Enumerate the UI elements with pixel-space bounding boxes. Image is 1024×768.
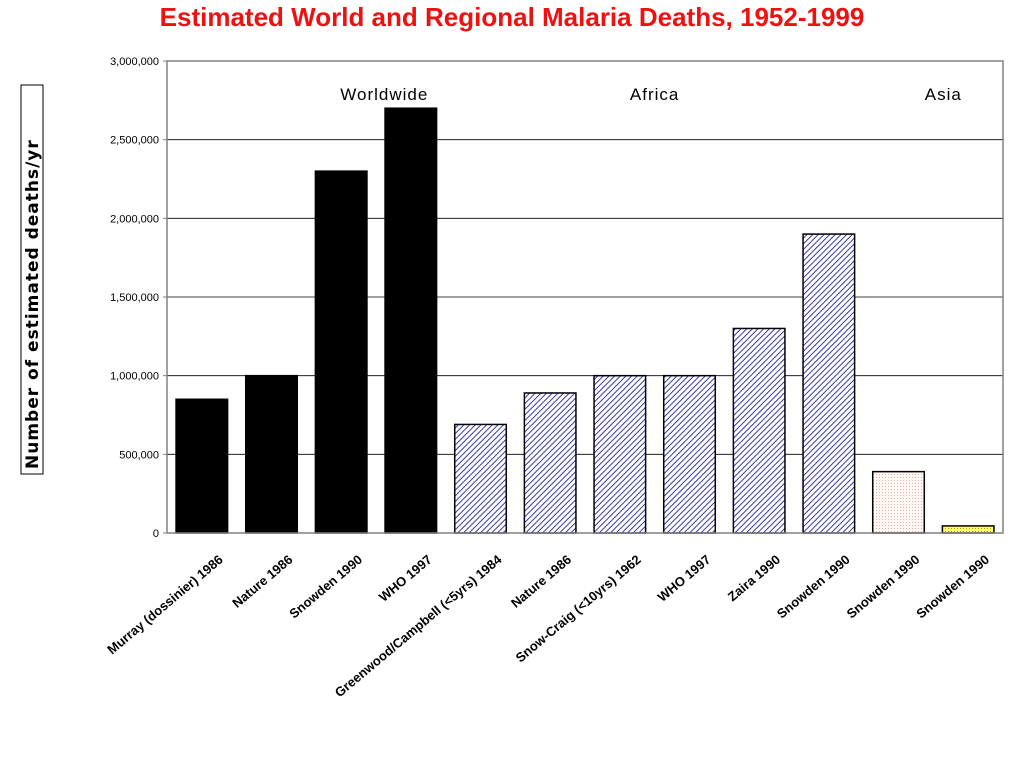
gridlines (167, 139, 1003, 455)
x-axis-ticks: Murray (dossinier) 1986 Nature 1986Snowde… (104, 551, 992, 700)
bar (732, 327, 786, 534)
bar (453, 423, 508, 534)
x-tick-label: Snow-Craig (<10yrs) 1962 (513, 552, 644, 665)
x-tick-label: Snowden 1990 (844, 552, 923, 622)
y-axis-label-group: Number of estimated deaths/yr (20, 84, 44, 475)
region-label: Asia (925, 85, 962, 104)
x-tick-label: Murray (dossinier) 1986 (104, 552, 225, 657)
bar (593, 374, 647, 534)
y-tick-label: 2,500,000 (110, 135, 159, 147)
y-tick-label: 0 (153, 528, 159, 540)
x-tick-label: WHO 1997 (376, 552, 435, 605)
chart-title: Estimated World and Regional Malaria Dea… (159, 2, 865, 32)
y-tick-label: 2,000,000 (110, 213, 159, 225)
x-tick-label: Nature 1986 (508, 552, 574, 611)
plot-area-frame (166, 60, 1004, 534)
region-labels: Worldwide Africa Asia (340, 85, 962, 104)
y-axis-label-box (20, 84, 44, 475)
x-tick-label: Snowden 1990 (286, 552, 365, 622)
x-tick-label: Snowden 1990 (774, 552, 853, 622)
x-tick-label: WHO 1997 (655, 552, 714, 605)
x-tick-label: Nature 1986 (229, 552, 295, 611)
bar (314, 170, 368, 534)
bar (941, 525, 995, 534)
bar (802, 233, 856, 534)
y-axis-label: Number of estimated deaths/yr (23, 139, 43, 469)
bar (523, 392, 577, 534)
bar (384, 107, 438, 534)
x-tick-label: Snowden 1990 (913, 552, 992, 622)
y-tick-label: 500,000 (119, 449, 159, 461)
bar (662, 374, 717, 534)
bar (244, 374, 299, 534)
y-tick-label: 1,000,000 (110, 371, 159, 383)
y-axis-ticks: 0 500,000 1,000,000 1,500,000 2,000,000 2,500… (110, 56, 167, 540)
region-label: Africa (630, 85, 679, 104)
y-tick-label: 1,500,000 (110, 292, 159, 304)
y-tick-label: 3,000,000 (110, 56, 159, 68)
bars (175, 107, 995, 534)
region-label: Worldwide (340, 85, 428, 104)
bar (871, 470, 926, 534)
x-tick-label: Zaira 1990 (725, 552, 783, 604)
bar (175, 398, 229, 534)
